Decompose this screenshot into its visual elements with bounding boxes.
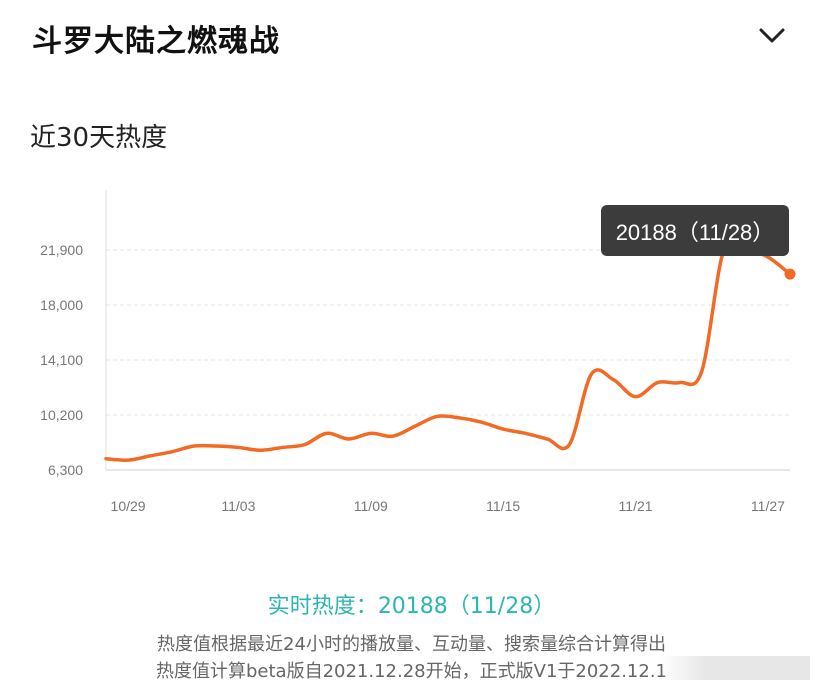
x-tick-label: 11/27 [751,498,785,514]
note-line-1: 热度值根据最近24小时的播放量、互动量、搜索量综合计算得出 [157,634,666,655]
show-title: 斗罗大陆之燃魂战 [32,24,280,59]
chevron-down-icon[interactable] [758,26,786,46]
y-tick-label: 21,900 [40,242,83,258]
x-tick-label: 11/03 [221,498,255,514]
x-tick-label: 11/15 [486,498,520,514]
y-tick-label: 14,100 [40,352,83,368]
realtime-heat-label: 实时热度： [267,594,378,619]
y-tick-label: 6,300 [48,462,83,478]
chart-tooltip: 20188（11/28） [601,205,789,256]
y-tick-label: 18,000 [40,297,83,313]
y-tick-label: 10,200 [40,407,83,423]
chart-section-title: 近30天热度 [30,123,168,153]
realtime-heat: 实时热度：20188（11/28） [0,588,823,620]
x-tick-label: 11/09 [354,498,388,514]
page-header: 斗罗大陆之燃魂战 [0,0,823,76]
series-line [104,239,792,462]
highlight-point [784,268,796,280]
watermark-overlay [660,656,810,680]
note-line-2: 热度值计算beta版自2021.12.28开始，正式版V1于2022.12.1 [155,661,668,682]
x-tick-label: 11/21 [619,498,653,514]
x-tick-label: 10/29 [111,498,146,514]
realtime-heat-value: 20188（11/28） [377,594,556,619]
